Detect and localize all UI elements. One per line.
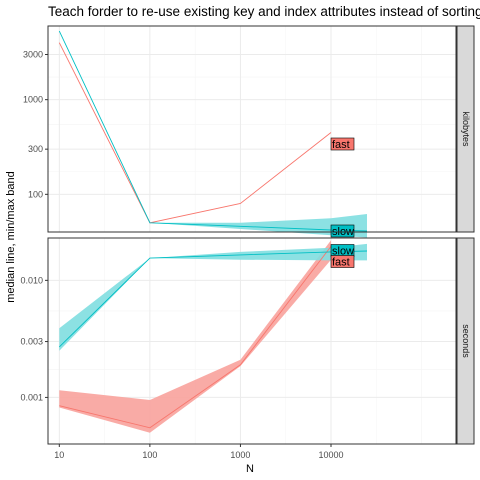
label-text: fast xyxy=(332,139,350,151)
label-box xyxy=(330,224,355,238)
facet-strip-label: seconds xyxy=(461,324,471,358)
x-tick-label: 10000 xyxy=(318,450,343,460)
facet-strip xyxy=(456,25,475,233)
x-tick-label: 100 xyxy=(142,450,157,460)
x-axis-title: N xyxy=(246,463,254,475)
band-fast xyxy=(59,240,332,433)
line-fast xyxy=(58,42,332,224)
y-tick-label: 1000 xyxy=(23,95,43,105)
line-fast xyxy=(59,246,332,429)
series-label-slow: slow xyxy=(330,244,355,258)
panel-border xyxy=(47,25,457,233)
series-label-fast: fast xyxy=(330,255,355,269)
band-slow xyxy=(59,243,368,351)
x-tick-label: 10 xyxy=(54,450,64,460)
panel-border xyxy=(47,237,457,445)
y-tick-label: 0.010 xyxy=(20,275,43,285)
x-tick-label: 1000 xyxy=(230,450,250,460)
plot-area: fastslow10030010003000kilobytesslowfast0… xyxy=(20,25,475,460)
y-tick-label: 100 xyxy=(28,189,43,199)
series-label-fast: fast xyxy=(330,137,355,151)
chart-title: Teach forder to re-use existing key and … xyxy=(48,4,480,19)
y-axis-title: median line, min/max band xyxy=(5,171,17,302)
label-text: slow xyxy=(332,246,354,258)
label-box xyxy=(330,255,355,268)
y-tick-label: 0.001 xyxy=(20,392,43,402)
label-box xyxy=(330,137,355,151)
y-tick-label: 300 xyxy=(28,144,43,154)
panel-background xyxy=(48,26,456,232)
facet-strip-label: kilobytes xyxy=(461,111,471,147)
label-text: fast xyxy=(332,257,350,269)
y-tick-label: 0.003 xyxy=(20,337,43,347)
y-tick-label: 3000 xyxy=(23,50,43,60)
facet-strip xyxy=(456,237,475,445)
